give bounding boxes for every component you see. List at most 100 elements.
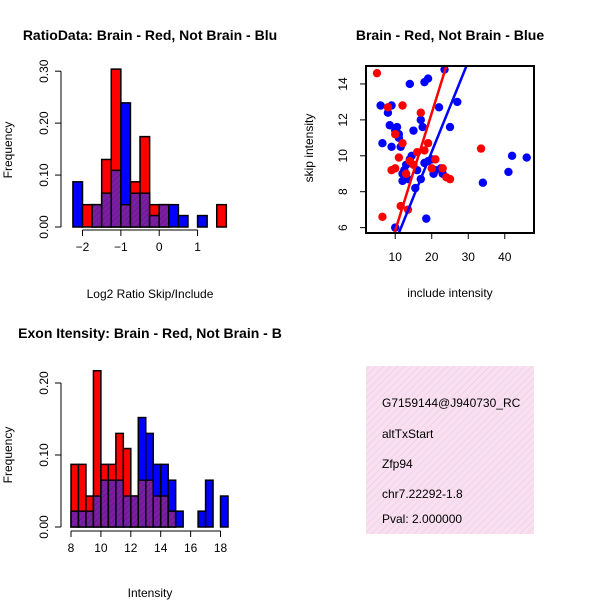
scatter-ylabel: skip intensity [302,114,316,183]
ratio-bar-brain-15 [215,203,228,228]
brain-point-2 [383,103,393,112]
notbrain-fit-line [397,66,468,233]
ratio-x-tick-label-2: 0 [156,240,163,254]
intensity-y-tick-label-1: 0.10 [37,443,51,467]
brain-point-9 [398,101,407,110]
intensity-x-tick-label-1: 10 [94,541,108,555]
brain-point-10 [401,169,411,178]
notbrain-point-18 [405,79,415,89]
ratio-bar-overlap-9 [158,203,170,228]
ratio-histogram: RatioData: Brain - Red, Not Brain - Blu … [1,27,277,301]
brain-point-18 [427,164,436,173]
intensity-bar-overlap-8 [130,495,140,528]
brain-point-20 [438,164,447,173]
ratio-histogram-ylabel: Frequency [1,122,15,179]
notbrain-point-5 [387,142,396,152]
brain-point-8 [398,139,407,148]
ratio-histogram-bars [72,68,228,228]
brain-point-22 [445,174,455,184]
notbrain-point-30 [423,74,433,83]
scatter-x-tick-label-0: 10 [389,250,403,264]
intensity-bar-notbrain-14 [174,510,184,528]
ratio-bar-overlap-5 [120,203,132,228]
ratio-x-tick-label-0: −2 [76,240,90,254]
notbrain-point-0 [376,101,385,110]
intensity-histogram-ylabel: Frequency [1,427,15,484]
intensity-bar-overlap-7 [122,495,132,528]
ratio-bar-brain-1 [81,203,93,228]
scatter-title: Brain - Red, Not Brain - Blue [356,27,544,43]
intensity-scatter: Brain - Red, Not Brain - Blue include in… [302,27,544,300]
brain-point-0 [372,68,382,78]
intensity-bar-overlap-12 [159,495,169,528]
notbrain-point-39 [453,97,462,107]
ratio-bar-overlap-8 [148,214,160,228]
intensity-x-tick-label-5: 18 [214,541,228,555]
ratio-bar-notbrain-10 [168,203,180,228]
brain-point-19 [431,155,440,164]
intensity-bar-overlap-6 [115,479,125,528]
scatter-y-tick-label-1: 8 [336,188,350,195]
intensity-bar-overlap-3 [92,495,102,528]
scatter-y-tick-label-4: 14 [336,77,350,91]
intensity-bar-overlap-13 [167,510,177,528]
intensity-histogram-title: Exon Itensity: Brain - Red, Not Brain - … [18,325,282,341]
notbrain-point-38 [445,122,455,132]
ratio-histogram-title: RatioData: Brain - Red, Not Brain - Blu [23,27,277,43]
scatter-x-tick-label-2: 30 [462,250,476,264]
brain-point-1 [378,212,387,222]
intensity-histogram-axes: 8 10 12 14 16 18 0.00 0.10 0.20 [37,371,228,555]
ratio-bar-notbrain-13 [196,214,208,228]
scatter-frame [365,65,535,234]
notbrain-point-1 [378,139,387,148]
scatter-points-layer [372,66,531,233]
intensity-x-tick-label-3: 14 [154,541,168,555]
ratio-y-tick-label-0: 0.00 [37,215,51,239]
notbrain-point-43 [522,153,531,162]
info-gene-name: Zfp94 [382,457,413,471]
scatter-y-tick-label-0: 6 [336,224,350,231]
intensity-bar-overlap-11 [152,495,162,528]
ratio-bar-notbrain-11 [177,214,189,228]
ratio-bar-overlap-2 [91,203,103,228]
intensity-bar-overlap-0 [70,510,80,528]
intensity-x-tick-label-0: 8 [68,541,75,555]
intensity-bar-overlap-9 [137,479,147,528]
ratio-bar-overlap-7 [139,192,151,228]
info-event-type: altTxStart [382,427,434,441]
brain-point-5 [391,130,400,139]
brain-point-6 [394,153,404,162]
ratio-bar-overlap-6 [129,192,141,228]
ratio-histogram-axes: −2 −1 0 1 0.00 0.10 0.20 0.30 [37,59,201,254]
info-location: chr7.22292-1.8 [382,487,463,501]
notbrain-point-20 [409,126,418,135]
intensity-bar-overlap-2 [85,510,95,528]
intensity-histogram-bars [70,370,229,528]
ratio-bar-notbrain-0 [72,181,84,228]
intensity-bar-overlap-10 [145,479,154,528]
intensity-y-tick-label-2: 0.20 [37,371,51,395]
ratio-y-tick-label-2: 0.20 [37,111,51,135]
notbrain-point-28 [422,214,431,223]
intensity-x-tick-label-4: 16 [184,541,198,555]
info-box: G7159144@J940730_RC altTxStart Zfp94 chr… [366,366,534,534]
intensity-bar-overlap-1 [77,510,87,528]
intensity-x-tick-label-2: 12 [124,541,138,555]
brain-point-16 [420,146,429,155]
scatter-xlabel: include intensity [407,286,492,300]
ratio-x-tick-label-3: 1 [194,240,201,254]
notbrain-point-41 [504,167,513,177]
info-probe-id: G7159144@J940730_RC [382,396,521,410]
brain-point-4 [391,164,400,173]
notbrain-point-8 [392,122,402,132]
brain-point-23 [476,144,486,153]
intensity-histogram-xlabel: Intensity [128,586,173,600]
ratio-bar-overlap-3 [100,192,113,228]
notbrain-point-3 [385,121,394,130]
notbrain-point-25 [418,122,427,132]
intensity-bar-overlap-4 [100,479,110,528]
notbrain-point-40 [478,178,488,187]
scatter-y-tick-label-3: 12 [336,113,350,127]
info-box-background [366,366,534,534]
scatter-x-tick-label-3: 40 [498,250,512,264]
